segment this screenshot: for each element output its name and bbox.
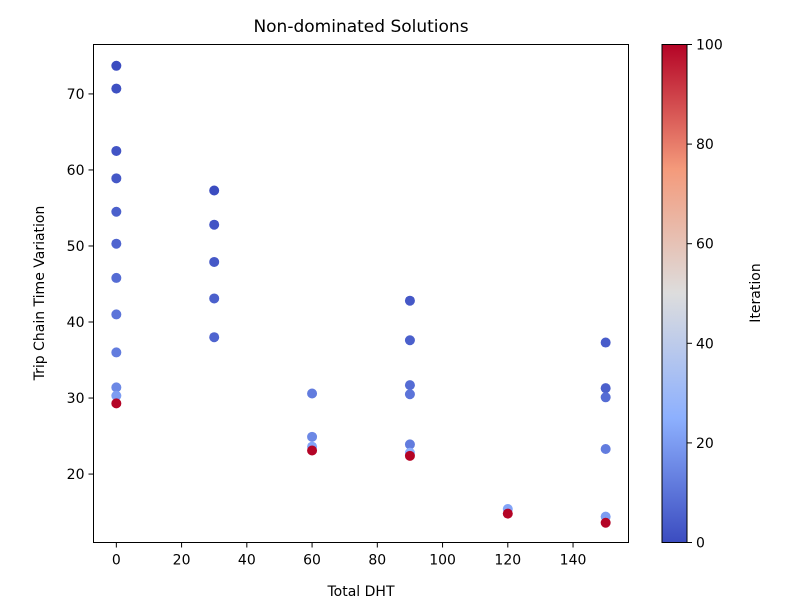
x-tick-label: 100 xyxy=(429,553,456,569)
data-point xyxy=(600,443,611,454)
y-tick-label: 30 xyxy=(67,391,85,407)
data-point xyxy=(404,335,415,346)
y-tick-label: 60 xyxy=(67,163,85,179)
y-tick-label: 40 xyxy=(67,315,85,331)
colorbar xyxy=(661,44,688,543)
data-point xyxy=(209,332,220,343)
data-point xyxy=(600,392,611,403)
data-point xyxy=(502,508,513,519)
data-point xyxy=(404,439,415,450)
x-tick-label: 80 xyxy=(368,553,386,569)
data-point xyxy=(111,398,122,409)
data-point xyxy=(600,337,611,348)
colorbar-tick-label: 40 xyxy=(696,336,714,352)
data-point xyxy=(307,431,318,442)
x-axis: 0 20 40 60 80 100 120 140 xyxy=(112,542,587,569)
data-point xyxy=(307,445,318,456)
data-point xyxy=(111,309,122,320)
data-point xyxy=(111,382,122,393)
x-tick-label: 60 xyxy=(303,553,321,569)
colorbar-label: Iteration xyxy=(748,263,764,322)
data-point xyxy=(209,293,220,304)
data-point xyxy=(307,388,318,399)
y-tick-label: 50 xyxy=(67,239,85,255)
data-point xyxy=(111,145,122,156)
data-point xyxy=(600,517,611,528)
data-point xyxy=(600,383,611,394)
data-point xyxy=(404,295,415,306)
data-point xyxy=(111,347,122,358)
data-point xyxy=(404,389,415,400)
y-axis: 20 30 40 50 60 70 xyxy=(67,87,94,483)
x-axis-label: Total DHT xyxy=(326,584,394,600)
data-point xyxy=(111,390,122,401)
x-tick-label: 0 xyxy=(112,553,121,569)
data-point xyxy=(111,60,122,71)
data-point xyxy=(404,380,415,391)
chart-title: Non-dominated Solutions xyxy=(253,17,468,37)
colorbar-tick-label: 100 xyxy=(696,38,723,54)
plot-area xyxy=(93,44,629,543)
data-point xyxy=(209,256,220,267)
data-point xyxy=(111,238,122,249)
x-tick-label: 140 xyxy=(560,553,587,569)
colorbar-tick-label: 0 xyxy=(696,536,705,552)
colorbar-tick-label: 20 xyxy=(696,436,714,452)
x-tick-label: 20 xyxy=(173,553,191,569)
y-tick-label: 20 xyxy=(67,467,85,483)
x-tick-label: 40 xyxy=(238,553,256,569)
y-axis-label: Trip Chain Time Variation xyxy=(32,206,48,382)
colorbar-ticks: 0 20 40 60 80 100 xyxy=(687,38,723,552)
x-tick-label: 120 xyxy=(494,553,521,569)
colorbar-tick-label: 80 xyxy=(696,137,714,153)
colorbar-tick-label: 60 xyxy=(696,237,714,253)
data-point xyxy=(209,185,220,196)
data-points xyxy=(111,60,611,528)
data-point xyxy=(111,173,122,184)
y-tick-label: 70 xyxy=(67,87,85,103)
data-point xyxy=(404,450,415,461)
data-point xyxy=(111,83,122,94)
data-point xyxy=(209,219,220,230)
data-point xyxy=(111,206,122,217)
data-point xyxy=(111,272,122,283)
